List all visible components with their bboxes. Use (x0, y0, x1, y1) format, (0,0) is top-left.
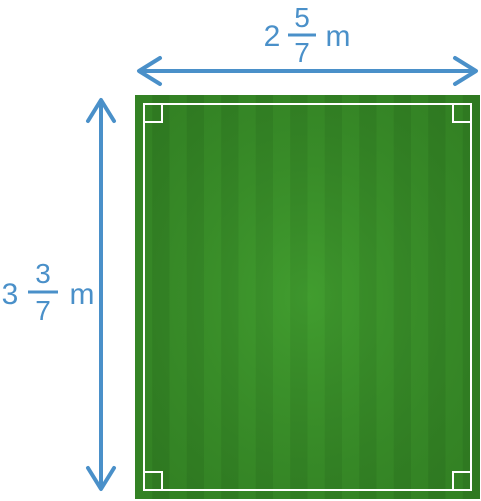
corner-marker-bottom-right (452, 471, 472, 491)
corner-marker-top-left (143, 103, 163, 123)
height-numerator: 3 (35, 258, 51, 289)
corner-marker-bottom-left (143, 471, 163, 491)
field-glow (135, 95, 480, 499)
width-numerator: 5 (294, 2, 310, 33)
double-headed-arrow-vertical-icon (86, 98, 116, 491)
width-unit: m (326, 20, 351, 53)
grass-field (135, 95, 480, 499)
width-label: 2 5 7 m (264, 2, 351, 68)
height-whole: 3 (2, 278, 19, 311)
width-denominator: 7 (294, 37, 310, 68)
width-whole: 2 (264, 20, 281, 53)
height-label: 3 3 7 m (2, 258, 95, 326)
corner-marker-top-right (452, 103, 472, 123)
height-denominator: 7 (35, 295, 51, 326)
field-boundary-line (143, 103, 472, 491)
double-headed-arrow-horizontal-icon (137, 56, 478, 86)
height-unit: m (70, 278, 95, 311)
